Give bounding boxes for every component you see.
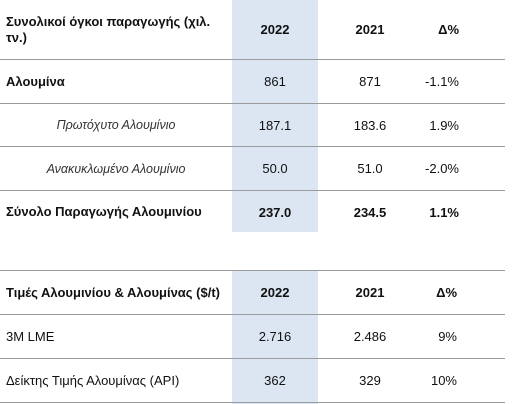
value-delta: -2.0% (422, 147, 505, 190)
value-2021: 51.0 (318, 147, 422, 190)
row-label: Δείκτης Τιμής Αλουμίνας (API) (0, 359, 232, 402)
production-volumes-table: Συνολικοί όγκοι παραγωγής (χιλ. τν.) 202… (0, 0, 505, 233)
value-delta: 1.1% (422, 191, 505, 233)
header-2022: 2022 (232, 0, 318, 59)
value-2022: 861 (232, 60, 318, 103)
row-label: Αλουμίνα (0, 60, 232, 103)
value-2021: 234.5 (318, 191, 422, 233)
header-delta: Δ% (422, 0, 505, 59)
row-label: Ανακυκλωμένο Αλουμίνιο (0, 147, 232, 190)
header-2022: 2022 (232, 271, 318, 314)
value-delta: -1.1% (422, 60, 505, 103)
row-label: Πρωτόχυτο Αλουμίνιο (0, 104, 232, 146)
value-2022: 237.0 (232, 191, 318, 233)
table-row: Δείκτης Τιμής Αλουμίνας (API) 362 329 10… (0, 359, 505, 403)
table-header-row: Τιμές Αλουμινίου & Αλουμίνας ($/t) 2022 … (0, 270, 505, 315)
value-2022: 362 (232, 359, 318, 402)
row-label: 3M LME (0, 315, 232, 358)
header-delta: Δ% (422, 271, 505, 314)
value-2022: 50.0 (232, 147, 318, 190)
header-label: Συνολικοί όγκοι παραγωγής (χιλ. τν.) (0, 0, 232, 59)
table-total-row: Σύνολο Παραγωγής Αλουμινίου 237.0 234.5 … (0, 191, 505, 233)
value-2021: 183.6 (318, 104, 422, 146)
value-2022: 2.716 (232, 315, 318, 358)
value-2022: 187.1 (232, 104, 318, 146)
value-2021: 329 (318, 359, 422, 402)
table-row: Αλουμίνα 861 871 -1.1% (0, 60, 505, 104)
value-delta: 9% (422, 315, 505, 358)
header-2021: 2021 (318, 0, 422, 59)
value-2021: 2.486 (318, 315, 422, 358)
aluminium-prices-table: Τιμές Αλουμινίου & Αλουμίνας ($/t) 2022 … (0, 270, 505, 403)
table-header-row: Συνολικοί όγκοι παραγωγής (χιλ. τν.) 202… (0, 0, 505, 60)
table-row: Ανακυκλωμένο Αλουμίνιο 50.0 51.0 -2.0% (0, 147, 505, 191)
value-2021: 871 (318, 60, 422, 103)
value-delta: 1.9% (422, 104, 505, 146)
header-label: Τιμές Αλουμινίου & Αλουμίνας ($/t) (0, 271, 232, 314)
row-label: Σύνολο Παραγωγής Αλουμινίου (0, 191, 232, 233)
table-row: 3M LME 2.716 2.486 9% (0, 315, 505, 359)
value-delta: 10% (422, 359, 505, 402)
table-row: Πρωτόχυτο Αλουμίνιο 187.1 183.6 1.9% (0, 104, 505, 147)
header-2021: 2021 (318, 271, 422, 314)
